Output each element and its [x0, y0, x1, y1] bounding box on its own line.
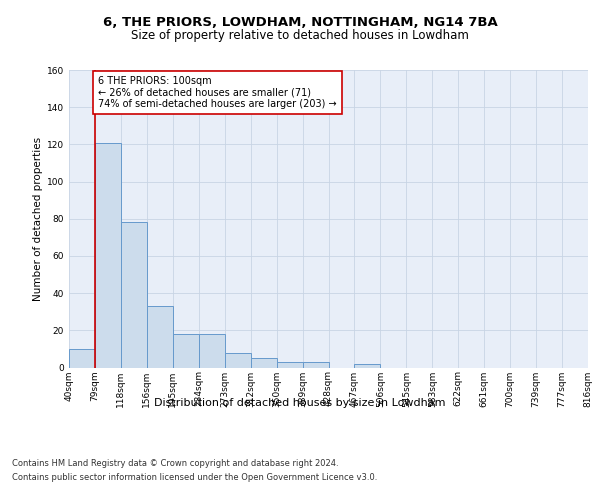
- Bar: [225, 352, 251, 368]
- Bar: [173, 334, 199, 368]
- Bar: [69, 349, 95, 368]
- Bar: [251, 358, 277, 368]
- Y-axis label: Number of detached properties: Number of detached properties: [33, 136, 43, 301]
- Text: Size of property relative to detached houses in Lowdham: Size of property relative to detached ho…: [131, 30, 469, 43]
- Bar: [95, 142, 121, 368]
- Bar: [355, 364, 380, 368]
- Bar: [302, 362, 329, 368]
- Bar: [147, 306, 173, 368]
- Text: Contains HM Land Registry data © Crown copyright and database right 2024.: Contains HM Land Registry data © Crown c…: [12, 460, 338, 468]
- Bar: [277, 362, 302, 368]
- Text: 6, THE PRIORS, LOWDHAM, NOTTINGHAM, NG14 7BA: 6, THE PRIORS, LOWDHAM, NOTTINGHAM, NG14…: [103, 16, 497, 29]
- Text: 6 THE PRIORS: 100sqm
← 26% of detached houses are smaller (71)
74% of semi-detac: 6 THE PRIORS: 100sqm ← 26% of detached h…: [98, 76, 337, 109]
- Text: Distribution of detached houses by size in Lowdham: Distribution of detached houses by size …: [154, 398, 446, 407]
- Text: Contains public sector information licensed under the Open Government Licence v3: Contains public sector information licen…: [12, 473, 377, 482]
- Bar: [121, 222, 147, 368]
- Bar: [199, 334, 224, 368]
